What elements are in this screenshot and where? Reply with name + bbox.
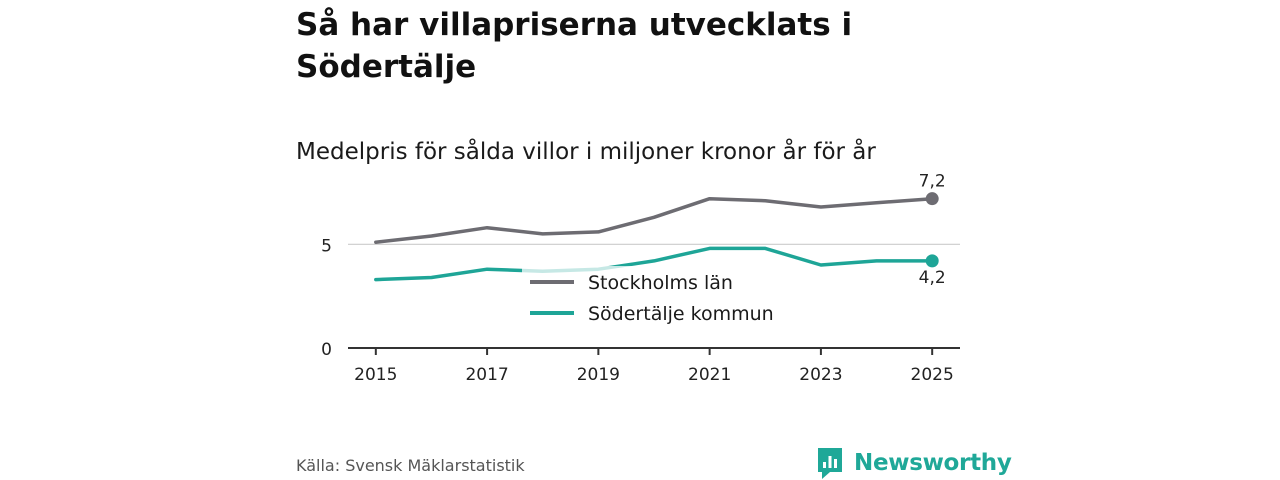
legend-label-sodertalje: Södertälje kommun xyxy=(588,303,774,325)
newsworthy-logo-icon xyxy=(816,446,844,480)
y-tick-label: 5 xyxy=(321,236,332,256)
x-tick-label: 2021 xyxy=(688,365,731,385)
newsworthy-brand[interactable]: Newsworthy xyxy=(816,446,1012,480)
line-chart: 0 5 2015 2017 2019 2021 2023 2025 7,2 4,2 Stockhol… xyxy=(0,0,1280,480)
series-line-stockholm xyxy=(376,199,932,243)
legend-label-stockholm: Stockholms län xyxy=(588,272,733,294)
x-tick-label: 2017 xyxy=(465,365,508,385)
brand-name: Newsworthy xyxy=(854,450,1012,476)
x-tick-label: 2015 xyxy=(354,365,397,385)
end-point-marker-sodertalje xyxy=(926,254,939,267)
x-tick-label: 2025 xyxy=(911,365,954,385)
end-value-label-sodertalje: 4,2 xyxy=(919,268,946,288)
end-value-label-stockholm: 7,2 xyxy=(919,172,946,192)
x-tick-label: 2019 xyxy=(577,365,620,385)
end-point-marker-stockholm xyxy=(926,192,939,205)
source-note: Källa: Svensk Mäklarstatistik xyxy=(296,456,525,475)
y-tick-label: 0 xyxy=(321,340,332,360)
x-tick-label: 2023 xyxy=(799,365,842,385)
